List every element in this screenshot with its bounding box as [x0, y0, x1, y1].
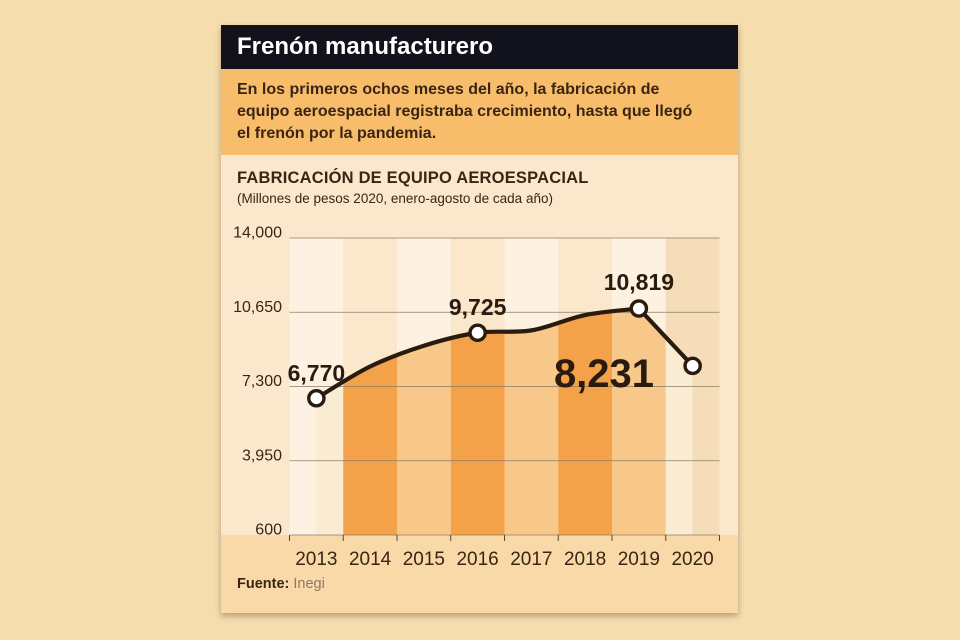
svg-text:10,819: 10,819 [604, 269, 674, 295]
svg-text:8,231: 8,231 [554, 352, 654, 396]
svg-text:3,950: 3,950 [242, 447, 282, 464]
svg-text:2019: 2019 [618, 549, 660, 570]
svg-text:2017: 2017 [510, 549, 552, 570]
svg-text:10,650: 10,650 [233, 299, 282, 316]
svg-text:600: 600 [255, 522, 282, 539]
svg-text:2020: 2020 [671, 549, 713, 570]
svg-text:2014: 2014 [349, 549, 392, 570]
svg-text:7,300: 7,300 [242, 373, 282, 390]
svg-text:14,000: 14,000 [233, 225, 282, 242]
svg-text:2018: 2018 [564, 549, 606, 570]
svg-text:6,770: 6,770 [288, 360, 346, 386]
svg-text:9,725: 9,725 [449, 294, 507, 320]
svg-text:2013: 2013 [295, 549, 337, 570]
svg-text:2016: 2016 [456, 549, 498, 570]
svg-text:2015: 2015 [403, 549, 445, 570]
